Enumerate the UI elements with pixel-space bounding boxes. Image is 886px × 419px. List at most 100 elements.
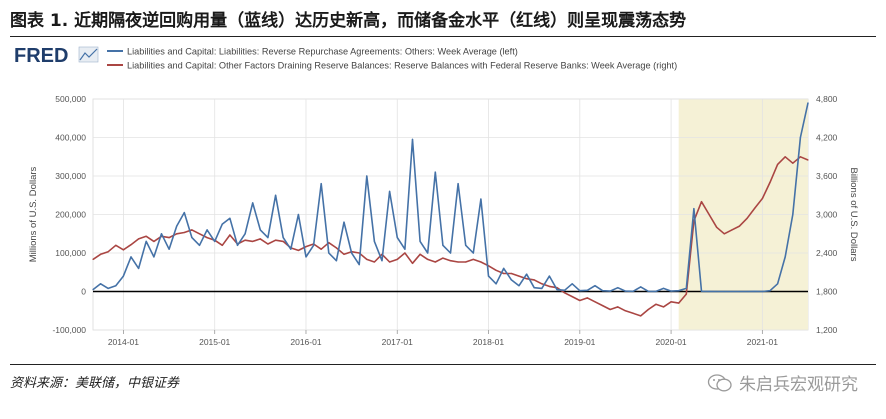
- reserve-balances-point: [396, 258, 398, 260]
- reverse-repo-point: [609, 290, 611, 292]
- reserve-balances-point: [442, 257, 444, 259]
- reserve-balances-point: [434, 261, 436, 263]
- reverse-repo-point: [647, 290, 649, 292]
- reverse-repo-point: [267, 237, 269, 239]
- reverse-repo-point: [183, 212, 185, 214]
- reverse-repo-point: [100, 283, 102, 285]
- reserve-balances-point: [305, 246, 307, 248]
- y-tick-left: 100,000: [55, 248, 86, 258]
- y-tick-right: 1,200: [816, 325, 838, 335]
- reserve-balances-point: [472, 258, 474, 260]
- reverse-repo-point: [449, 252, 452, 254]
- x-tick-label: 2015-01: [199, 337, 230, 347]
- reverse-repo-point: [320, 183, 322, 185]
- reserve-balances-point: [647, 308, 649, 311]
- reverse-repo-point: [411, 138, 414, 140]
- reverse-repo-point: [670, 290, 672, 292]
- reserve-balances-point: [176, 233, 178, 235]
- fred-logo-mark: [78, 46, 99, 63]
- reverse-repo-point: [176, 225, 178, 227]
- reverse-repo-point: [693, 208, 695, 210]
- y-tick-left: 400,000: [55, 133, 86, 143]
- reserve-balances-point: [495, 269, 497, 271]
- reverse-repo-point: [617, 287, 619, 289]
- reverse-repo-point: [754, 290, 756, 292]
- reserve-balances-point: [92, 258, 94, 260]
- reverse-repo-point: [465, 244, 467, 246]
- reverse-repo-point: [792, 213, 794, 216]
- reserve-balances-point: [716, 226, 718, 228]
- reserve-balances-point: [541, 283, 543, 285]
- reserve-balances-point: [259, 238, 261, 240]
- reserve-balances-point: [784, 156, 786, 158]
- reverse-repo-point: [640, 286, 642, 288]
- reserve-balances-point: [564, 292, 566, 294]
- reserve-balances-point: [548, 285, 551, 287]
- reserve-balances-point: [807, 159, 809, 161]
- reserve-balances-point: [275, 239, 277, 241]
- y-tick-right: 3,000: [816, 210, 838, 220]
- reserve-balances-point: [183, 231, 185, 234]
- reverse-repo-point: [685, 287, 687, 289]
- watermark-text: 朱启兵宏观研究: [739, 375, 858, 395]
- reserve-balances-point: [335, 247, 337, 249]
- reverse-repo-point: [366, 175, 368, 177]
- reserve-balances-point: [769, 181, 771, 183]
- reverse-repo-point: [678, 290, 680, 292]
- reverse-repo-point: [662, 287, 665, 289]
- reverse-repo-point: [244, 233, 246, 235]
- reverse-repo-point: [373, 240, 375, 242]
- fred-logo: FRED: [14, 45, 68, 67]
- reverse-repo-point: [313, 244, 315, 246]
- y-tick-left: -100,000: [52, 325, 86, 335]
- legend-item-red: Liabilities and Capital: Other Factors D…: [127, 61, 677, 71]
- reverse-repo-point: [434, 171, 436, 173]
- reverse-repo-point: [564, 289, 566, 291]
- reverse-repo-point: [602, 290, 604, 292]
- reverse-repo-point: [305, 256, 307, 258]
- reserve-balances-point: [586, 297, 589, 299]
- reserve-balances-point: [655, 303, 657, 305]
- x-tick-label: 2020-01: [655, 337, 686, 347]
- reverse-repo-series: [92, 102, 809, 293]
- y-axis-right-title: Billions of U.S. Dollars: [848, 168, 859, 262]
- reserve-balances-point: [130, 244, 132, 246]
- x-tick-label: 2019-01: [564, 337, 595, 347]
- reverse-repo-point: [556, 289, 558, 291]
- reverse-repo-point: [115, 285, 117, 287]
- reverse-repo-point: [708, 290, 710, 292]
- reserve-balances-point: [282, 240, 284, 242]
- title-rule: [10, 36, 876, 37]
- reserve-balances-point: [685, 293, 687, 295]
- reverse-repo-point: [807, 102, 809, 104]
- reserve-balances-point: [153, 240, 155, 242]
- reserve-balances-point: [373, 261, 375, 263]
- reserve-balances-point: [670, 301, 672, 303]
- reverse-repo-point: [442, 244, 444, 246]
- reverse-repo-point: [396, 237, 398, 239]
- reverse-repo-point: [738, 290, 741, 293]
- reverse-repo-point: [160, 233, 163, 235]
- reserve-balances-point: [746, 217, 748, 219]
- x-tick-label: 2017-01: [382, 337, 413, 347]
- reverse-repo-point: [328, 252, 330, 254]
- y-tick-right: 4,800: [816, 94, 838, 104]
- reverse-repo-point: [122, 275, 124, 277]
- reverse-repo-point: [548, 275, 551, 277]
- reverse-repo-point: [533, 287, 535, 289]
- reserve-balances-point: [761, 197, 764, 200]
- reserve-balances-point: [678, 302, 680, 304]
- y-tick-right: 4,200: [816, 133, 838, 143]
- reserve-balances-point: [457, 261, 459, 263]
- reverse-repo-point: [92, 289, 94, 291]
- reserve-balances-point: [191, 229, 193, 231]
- reserve-balances-point: [571, 296, 573, 298]
- reserve-balances-point: [624, 310, 627, 312]
- reserve-balances-point: [594, 301, 596, 303]
- reserve-balances-point: [198, 233, 201, 235]
- chart-header: FRED Liabilities and Capital: Liabilitie…: [14, 45, 677, 71]
- reverse-repo-point: [510, 279, 512, 281]
- y-axis-left-title: Millions of U.S. Dollars: [28, 166, 39, 262]
- reverse-repo-point: [731, 290, 733, 293]
- figure-title: 图表 1. 近期隔夜逆回购用量（蓝线）达历史新高，而储备金水平（红线）则呈现震荡…: [10, 11, 687, 31]
